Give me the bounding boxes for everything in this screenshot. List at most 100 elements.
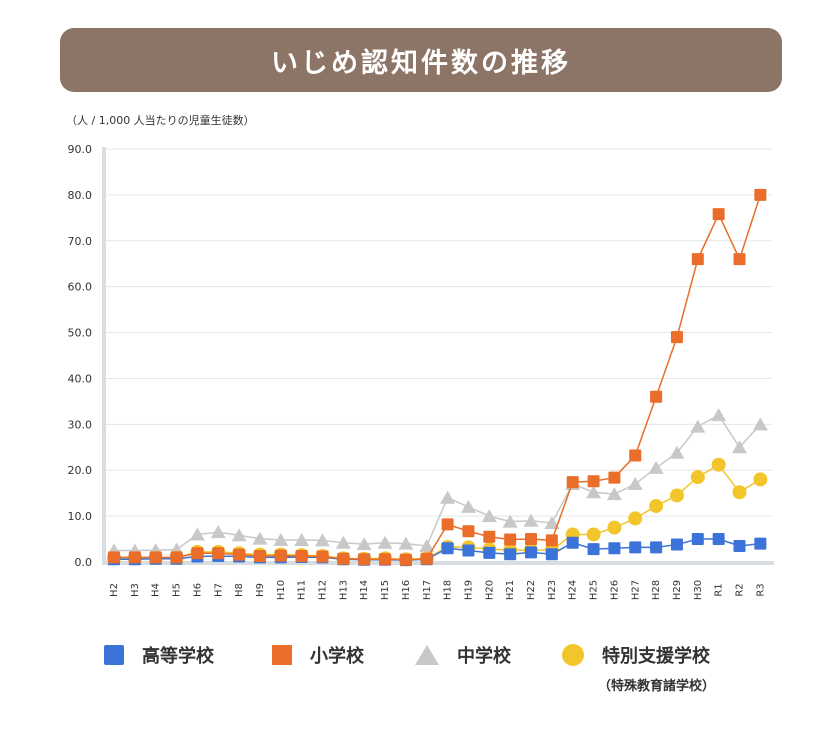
data-point xyxy=(608,471,621,484)
data-point xyxy=(274,549,287,562)
data-point xyxy=(460,499,476,513)
data-point xyxy=(358,553,371,566)
data-point xyxy=(606,487,622,501)
data-point xyxy=(295,550,308,563)
legend-label: 小学校 xyxy=(310,646,364,667)
data-point xyxy=(335,535,351,549)
x-tick-label: H18 xyxy=(443,580,454,600)
y-tick-label: 50.0 xyxy=(68,327,93,340)
data-point xyxy=(233,548,246,561)
data-point xyxy=(629,449,642,462)
data-point xyxy=(377,535,393,549)
data-point xyxy=(650,390,663,403)
data-point xyxy=(732,440,747,454)
data-point xyxy=(690,470,705,485)
series-line xyxy=(114,414,761,552)
data-point xyxy=(691,253,704,266)
data-point xyxy=(690,419,706,433)
data-point xyxy=(628,511,643,526)
x-tick-label: H15 xyxy=(380,580,391,600)
data-point xyxy=(523,513,539,527)
legend-marker-square-orange xyxy=(272,645,292,665)
data-point xyxy=(398,536,414,550)
data-point xyxy=(441,542,454,555)
data-point xyxy=(586,485,602,499)
data-point xyxy=(252,531,268,545)
x-tick-label: H24 xyxy=(568,580,579,600)
data-point xyxy=(753,472,768,487)
x-tick-label: R3 xyxy=(755,583,766,596)
data-point xyxy=(733,539,746,552)
data-point xyxy=(189,527,205,541)
x-tick-label: R2 xyxy=(735,583,746,596)
data-point xyxy=(315,533,330,547)
data-point xyxy=(462,525,475,538)
data-point xyxy=(649,499,664,514)
data-point xyxy=(420,552,433,565)
data-point xyxy=(607,520,622,535)
legend-item-high-school: 高等学校 xyxy=(104,642,214,668)
x-tick-label: H10 xyxy=(276,580,287,600)
data-point xyxy=(462,544,475,557)
data-point xyxy=(732,485,747,500)
data-point xyxy=(544,515,560,529)
data-point xyxy=(356,537,372,551)
data-point xyxy=(566,476,579,489)
y-tick-label: 0.0 xyxy=(75,556,93,569)
data-point xyxy=(650,541,663,554)
data-point xyxy=(273,532,289,546)
data-point xyxy=(711,457,726,472)
x-tick-label: H4 xyxy=(151,583,162,597)
data-point xyxy=(191,547,204,560)
x-tick-label: H8 xyxy=(234,583,245,597)
x-tick-label: H26 xyxy=(609,580,620,600)
data-point xyxy=(587,543,600,556)
data-point xyxy=(210,525,226,539)
legend-marker-square-blue xyxy=(104,645,124,665)
legend-label: 中学校 xyxy=(457,646,511,667)
data-point xyxy=(669,445,685,459)
data-point xyxy=(733,253,746,266)
data-point xyxy=(504,548,517,561)
x-tick-label: H30 xyxy=(693,580,704,600)
data-point xyxy=(754,537,767,550)
legend-sub-label: （特殊教育諸学校） xyxy=(598,679,716,694)
data-point xyxy=(502,514,518,528)
y-tick-label: 10.0 xyxy=(68,510,93,523)
data-point xyxy=(525,533,537,546)
data-point xyxy=(670,538,683,551)
x-tick-label: H13 xyxy=(338,580,349,600)
x-tick-label: H9 xyxy=(255,583,266,597)
title-banner: いじめ認知件数の推移 xyxy=(60,28,782,92)
y-tick-label: 90.0 xyxy=(68,143,93,156)
data-point xyxy=(231,528,247,542)
data-point xyxy=(629,541,642,554)
data-point xyxy=(712,208,725,221)
legend-marker-triangle-gray xyxy=(415,645,439,665)
legend-item-middle-school: 中学校 xyxy=(415,642,511,668)
data-point xyxy=(752,417,768,431)
x-tick-label: H28 xyxy=(651,580,662,600)
data-point xyxy=(545,548,558,561)
data-point xyxy=(566,536,579,549)
data-point xyxy=(648,460,664,474)
x-tick-label: H25 xyxy=(589,580,600,600)
x-tick-label: H23 xyxy=(547,580,558,600)
data-point xyxy=(379,553,392,566)
y-tick-label: 20.0 xyxy=(68,464,93,477)
data-point xyxy=(294,532,310,546)
data-point xyxy=(608,542,621,555)
data-point xyxy=(419,538,435,552)
line-chart: 0.0 10.0 20.0 30.0 40.0 50.0 60.0 70.0 80.0 90.0 H… xyxy=(68,143,774,600)
x-tick-label: H20 xyxy=(484,580,495,600)
x-tick-label: H7 xyxy=(213,583,224,597)
data-point xyxy=(587,475,600,488)
x-tick-label: H29 xyxy=(672,580,683,600)
x-tick-label: H3 xyxy=(130,583,141,597)
x-tick-label: H6 xyxy=(192,583,203,597)
data-point xyxy=(691,533,704,546)
data-point xyxy=(440,490,456,504)
x-tick-label: H14 xyxy=(359,580,370,600)
x-tick-label: H17 xyxy=(422,580,433,600)
data-point xyxy=(545,534,558,547)
